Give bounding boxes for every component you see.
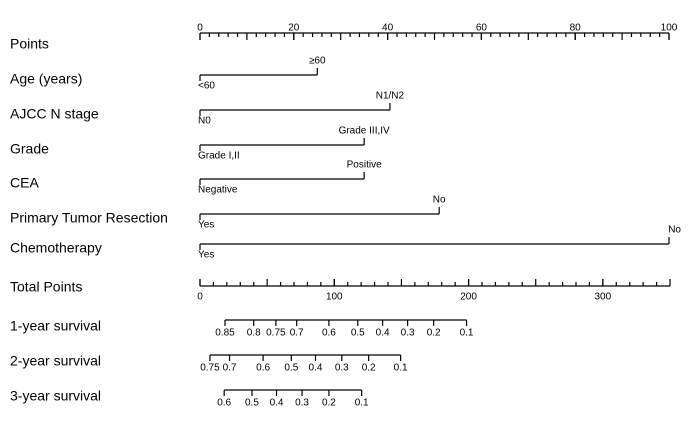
level-label: Grade I,II xyxy=(198,151,240,162)
level-label: Yes xyxy=(198,220,214,231)
tick-label: 200 xyxy=(460,292,477,303)
tick-label: 0.8 xyxy=(247,328,261,339)
row-label: Age (years) xyxy=(10,71,82,87)
tick-label: 0.6 xyxy=(217,398,231,409)
tick-label: 60 xyxy=(476,23,488,34)
tick-label: 0 xyxy=(197,292,203,303)
tick-label: 80 xyxy=(570,23,582,34)
tick-label: 0.2 xyxy=(427,328,441,339)
level-label: No xyxy=(433,195,446,206)
tick-label: 100 xyxy=(326,292,343,303)
tick-label: 0.75 xyxy=(200,363,220,374)
level-label: Yes xyxy=(198,250,214,261)
tick-label: 0.2 xyxy=(322,398,336,409)
tick-label: 0.7 xyxy=(223,363,237,374)
tick-label: 0.3 xyxy=(295,398,309,409)
tick-label: 0 xyxy=(197,23,203,34)
tick-label: 0.7 xyxy=(290,328,304,339)
row-label: Points xyxy=(10,36,49,52)
row-label: CEA xyxy=(10,175,39,191)
row-label: 3-year survival xyxy=(10,388,101,404)
tick-label: 20 xyxy=(288,23,300,34)
level-label: No xyxy=(668,225,681,236)
level-label: Negative xyxy=(198,185,238,196)
tick-label: 0.6 xyxy=(322,328,336,339)
tick-label: 0.1 xyxy=(394,363,408,374)
tick-label: 0.6 xyxy=(256,363,270,374)
level-label: Positive xyxy=(347,160,382,171)
level-label: N1/N2 xyxy=(376,91,405,102)
level-label: <60 xyxy=(198,81,215,92)
tick-label: 40 xyxy=(382,23,394,34)
tick-label: 0.4 xyxy=(309,363,323,374)
tick-label: 300 xyxy=(595,292,612,303)
tick-label: 0.75 xyxy=(266,328,286,339)
tick-label: 0.1 xyxy=(460,328,474,339)
tick-label: 0.4 xyxy=(270,398,284,409)
row-label: AJCC N stage xyxy=(10,106,99,122)
row-label: Total Points xyxy=(10,279,82,295)
tick-label: 0.1 xyxy=(355,398,369,409)
row-label: Grade xyxy=(10,141,49,157)
tick-label: 0.5 xyxy=(351,328,365,339)
tick-label: 0.3 xyxy=(335,363,349,374)
level-label: Grade III,IV xyxy=(339,126,390,137)
tick-label: 0.2 xyxy=(362,363,376,374)
tick-label: 0.85 xyxy=(215,328,235,339)
row-label: Primary Tumor Resection xyxy=(10,210,168,226)
row-label: 2-year survival xyxy=(10,353,101,369)
tick-label: 0.5 xyxy=(284,363,298,374)
tick-label: 100 xyxy=(661,23,678,34)
level-label: N0 xyxy=(198,116,211,127)
row-label: Chemotherapy xyxy=(10,240,102,256)
tick-label: 0.5 xyxy=(245,398,259,409)
tick-label: 0.4 xyxy=(376,328,390,339)
level-label: ≥60 xyxy=(309,56,326,67)
tick-label: 0.3 xyxy=(401,328,415,339)
row-label: 1-year survival xyxy=(10,318,101,334)
